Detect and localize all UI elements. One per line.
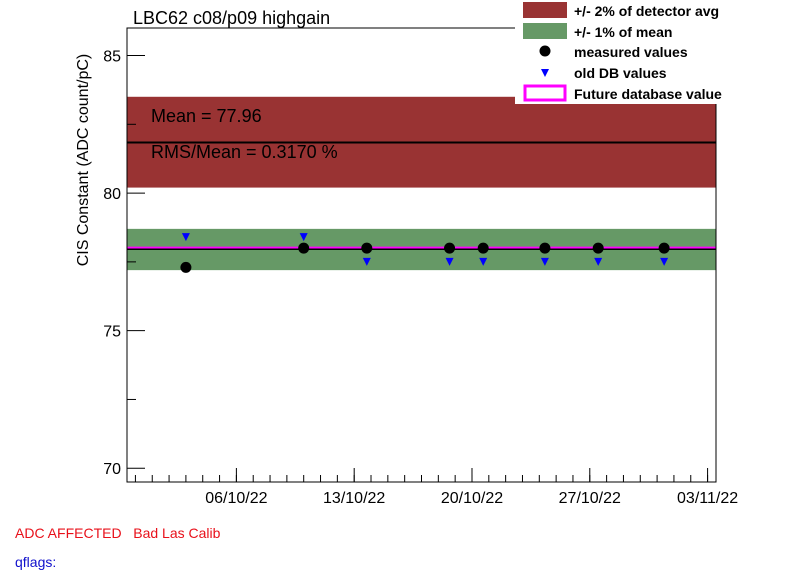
measured-point	[298, 242, 310, 254]
measured-point	[180, 261, 192, 273]
chart-title: LBC62 c08/p09 highgain	[133, 8, 330, 28]
old-db-point	[479, 257, 488, 266]
status-flags-text: ADC AFFECTED Bad Las Calib	[15, 525, 221, 541]
old-db-point	[594, 257, 603, 266]
old-db-point	[362, 257, 371, 266]
old-db-point	[181, 233, 190, 242]
y-tick-label: 80	[103, 186, 121, 203]
y-tick-label: 70	[103, 461, 121, 478]
legend-marker-old-db	[541, 69, 549, 77]
legend-marker-measured	[539, 45, 551, 57]
x-tick-label: 03/11/22	[677, 490, 738, 507]
data-points	[180, 233, 670, 273]
qflags-label: qflags:	[15, 554, 57, 570]
legend-label-mean-band: +/- 1% of mean	[574, 24, 672, 40]
measured-point	[444, 242, 456, 254]
y-axis-label: CIS Constant (ADC count/pC)	[75, 54, 92, 267]
old-db-point	[540, 257, 549, 266]
legend-label-measured: measured values	[574, 44, 688, 60]
legend-swatch-mean-band	[523, 23, 567, 39]
measured-point	[539, 242, 551, 254]
axes: 70 75 80 85 06/10/22 13/10/22 20/10/22 27/10/22…	[103, 49, 738, 507]
legend-swatch-detector-band	[523, 2, 567, 18]
x-tick-label: 06/10/22	[205, 490, 267, 507]
x-tick-label: 27/10/22	[559, 490, 621, 507]
y-tick-label: 85	[103, 49, 121, 66]
legend-label-detector-band: +/- 2% of detector avg	[574, 3, 719, 19]
measured-point	[658, 242, 670, 254]
measured-point	[361, 242, 373, 254]
old-db-point	[445, 257, 454, 266]
old-db-point	[660, 257, 669, 266]
rms-annotation: RMS/Mean = 0.3170 %	[151, 142, 338, 162]
plot-frame	[126, 27, 717, 483]
legend-label-future: Future database value	[574, 86, 722, 102]
y-tick-label: 75	[103, 324, 121, 341]
x-tick-label: 13/10/22	[323, 490, 385, 507]
x-tick-label: 20/10/22	[441, 490, 503, 507]
legend: +/- 2% of detector avg +/- 1% of mean me…	[515, 0, 749, 104]
old-db-point	[299, 233, 308, 242]
measured-point	[592, 242, 604, 254]
mean-annotation: Mean = 77.96	[151, 106, 262, 126]
legend-label-old-db: old DB values	[574, 65, 667, 81]
measured-point	[477, 242, 489, 254]
legend-swatch-future	[523, 84, 567, 102]
